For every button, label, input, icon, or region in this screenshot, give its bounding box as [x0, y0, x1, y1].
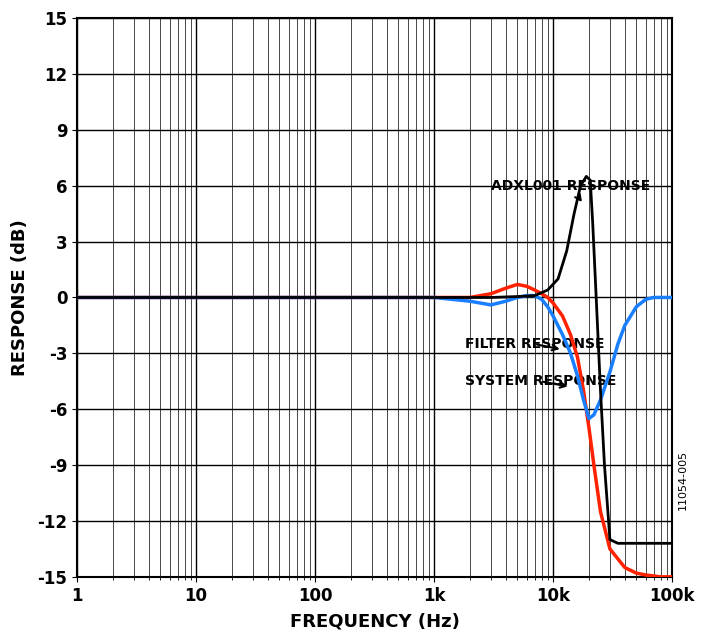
X-axis label: FREQUENCY (Hz): FREQUENCY (Hz)	[289, 613, 460, 631]
Text: ADXL001 RESPONSE: ADXL001 RESPONSE	[491, 178, 650, 200]
Y-axis label: RESPONSE (dB): RESPONSE (dB)	[11, 219, 29, 376]
Text: SYSTEM RESPONSE: SYSTEM RESPONSE	[465, 374, 616, 388]
Text: 11054-005: 11054-005	[678, 449, 688, 510]
Text: FILTER RESPONSE: FILTER RESPONSE	[465, 337, 604, 351]
